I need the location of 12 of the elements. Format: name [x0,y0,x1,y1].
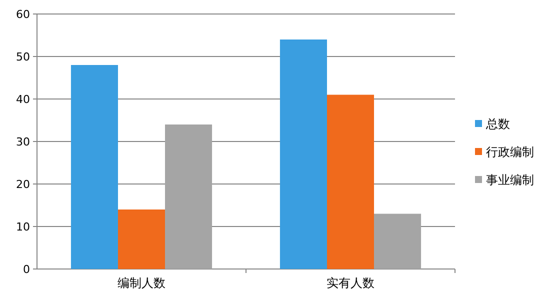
y-tick-label: 0 [23,263,30,276]
legend-label: 事业编制 [486,173,534,187]
y-tick-label: 30 [16,136,30,148]
x-tick-label: 实有人数 [326,276,374,290]
y-tick-label: 50 [16,50,30,64]
x-tick-label: 编制人数 [118,276,166,290]
y-tick-label: 60 [16,8,30,21]
y-tick-label: 10 [16,220,30,234]
legend-label: 总数 [485,117,510,131]
y-tick-label: 40 [16,93,30,106]
legend-label: 行政编制 [486,145,534,159]
y-tick-label: 20 [16,178,30,191]
